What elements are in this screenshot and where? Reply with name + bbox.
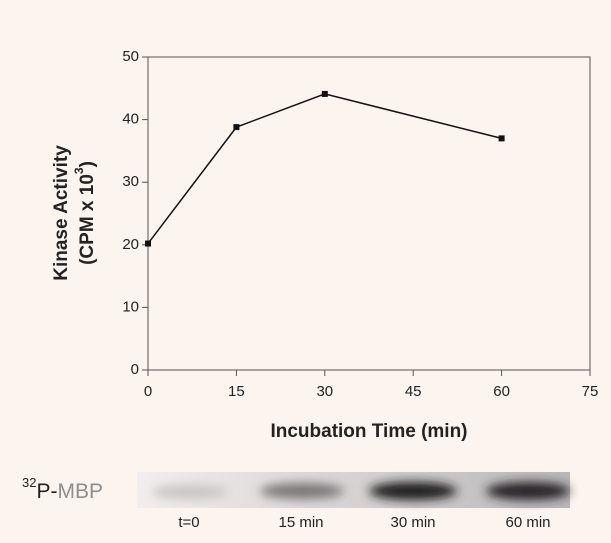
- plot-area: 0 10 20 30 40 50 0 15 30 45 60 75: [122, 48, 598, 400]
- x-tick-label: 0: [144, 383, 152, 400]
- gel-band: [486, 482, 570, 500]
- y-tick-label: 0: [131, 361, 139, 378]
- x-tick-label: 75: [582, 383, 599, 400]
- isotope-sup: 32: [22, 475, 36, 490]
- lane-label: t=0: [178, 514, 199, 531]
- unit-text: (CPM x 10: [77, 174, 98, 265]
- x-tick-label: 15: [228, 383, 245, 400]
- data-point: [145, 240, 151, 247]
- blot-label: 32P-MBP: [22, 475, 103, 502]
- y-tick-label: 10: [122, 298, 139, 315]
- gel-band: [152, 485, 228, 499]
- y-tick-label: 50: [122, 48, 139, 65]
- lane-label: 15 min: [278, 514, 323, 531]
- y-tick-label: 20: [122, 236, 139, 253]
- y-axis-title: Kinase Activity: [51, 145, 72, 281]
- lane-label: 30 min: [390, 514, 435, 531]
- unit-sup: 3: [72, 167, 86, 174]
- y-tick-label: 30: [122, 173, 139, 190]
- gel-band: [369, 482, 457, 500]
- protein-label: MBP: [57, 480, 103, 503]
- x-axis-title: Incubation Time (min): [270, 421, 467, 442]
- unit-end: ): [77, 161, 98, 167]
- data-point: [233, 124, 240, 131]
- data-point: [321, 90, 328, 97]
- x-tick-label: 45: [405, 383, 422, 400]
- isotope-label: P-: [36, 480, 57, 503]
- y-tick-label: 40: [122, 111, 139, 128]
- data-point: [498, 135, 505, 142]
- gel-band: [260, 483, 344, 499]
- x-tick-label: 60: [493, 383, 510, 400]
- x-tick-label: 30: [316, 383, 333, 400]
- plot-frame: [147, 56, 591, 371]
- y-axis-unit: (CPM x 103): [72, 161, 98, 265]
- data-line: [147, 93, 502, 245]
- lane-label: 60 min: [505, 514, 550, 531]
